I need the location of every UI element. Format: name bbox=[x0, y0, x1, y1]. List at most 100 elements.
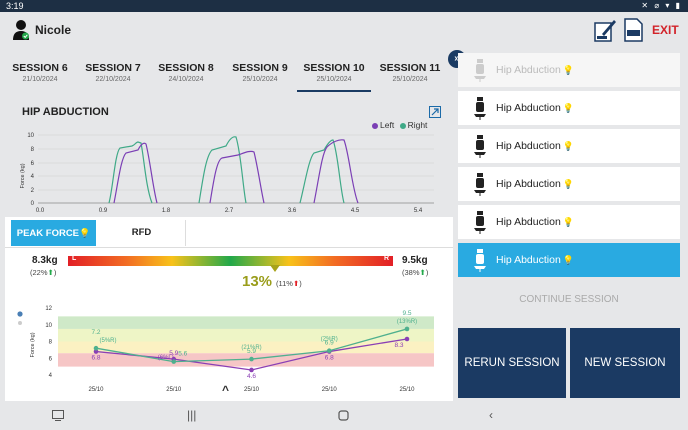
right-value-label: 9.5 bbox=[402, 310, 411, 317]
x-tick: 0.0 bbox=[36, 208, 45, 214]
lightbulb-icon: 💡 bbox=[562, 255, 575, 265]
trend-x-tick: 25/10 bbox=[322, 387, 338, 393]
exit-button[interactable]: EXIT bbox=[652, 23, 679, 37]
tab-session-7[interactable]: SESSION 7 22/10/2024 bbox=[76, 62, 150, 83]
left-change: (22%⬆) bbox=[30, 268, 57, 277]
session-tab-name: SESSION 11 bbox=[379, 62, 441, 74]
status-time: 3:19 bbox=[6, 1, 24, 11]
session-tab-date: 25/10/2024 bbox=[316, 76, 352, 83]
asymmetry-value: 13% bbox=[242, 273, 273, 290]
lightbulb-icon: 💡 bbox=[562, 217, 575, 227]
force-trace-right bbox=[108, 136, 345, 204]
series-toggle-dot[interactable] bbox=[17, 311, 23, 317]
screenshot-icon[interactable] bbox=[52, 410, 64, 421]
exercise-item-active[interactable]: Hip Abduction 💡 bbox=[458, 243, 680, 277]
exercise-label-text: Hip Abduction bbox=[496, 140, 561, 152]
x-tick: 2.7 bbox=[225, 208, 234, 214]
new-session-button[interactable]: NEW SESSION bbox=[570, 328, 680, 398]
asymmetry-annotation: (5%R) bbox=[99, 338, 116, 344]
exercise-item[interactable]: Hip Abduction 💡 bbox=[458, 205, 680, 239]
exercise-label: Hip Abduction 💡 bbox=[496, 102, 574, 114]
legend-left-label: Left bbox=[380, 120, 395, 130]
back-icon[interactable]: ‹ bbox=[489, 408, 493, 422]
tab-rfd[interactable]: RFD bbox=[98, 220, 186, 246]
tab-peak-force-label: PEAK FORCE bbox=[16, 228, 80, 239]
pdf-icon[interactable] bbox=[621, 17, 645, 43]
lightbulb-icon: 💡 bbox=[562, 141, 575, 151]
lightbulb-icon: 💡 bbox=[562, 179, 575, 189]
exercise-label-text: Hip Abduction bbox=[496, 64, 561, 76]
session-tab-date: 21/10/2024 bbox=[22, 76, 58, 83]
asymmetry-annotation: (13%R) bbox=[397, 319, 417, 325]
zone-band bbox=[58, 328, 434, 342]
metrics-panel: PEAK FORCE💡 RFD 8.3kg (22%⬆) L R 13% (11… bbox=[5, 217, 453, 401]
dynamometer-icon bbox=[474, 249, 486, 272]
bar-right-label: R bbox=[383, 255, 389, 262]
dynamometer-icon bbox=[474, 135, 486, 158]
exercise-label-text: Hip Abduction bbox=[496, 102, 561, 114]
force-time-chart: 10 8 6 4 2 0 Force (kg) 0.0 0.9 1.8 2.7 … bbox=[20, 133, 434, 214]
expand-icon[interactable] bbox=[429, 106, 441, 118]
right-value-label: 7.2 bbox=[91, 329, 100, 336]
session-tab-date: 25/10/2024 bbox=[392, 76, 428, 83]
asymmetry-change-text: (11% bbox=[276, 279, 293, 288]
recent-apps-icon[interactable]: ||| bbox=[187, 408, 197, 422]
left-change-text: (22% bbox=[30, 268, 48, 277]
trend-x-tick: 25/10 bbox=[244, 387, 260, 393]
left-value-label: 8.3 bbox=[394, 342, 403, 349]
exercise-item[interactable]: Hip Abduction 💡 bbox=[458, 53, 680, 87]
continue-session-button[interactable]: CONTINUE SESSION bbox=[519, 294, 619, 305]
asymmetry-annotation: (21%R) bbox=[241, 345, 261, 351]
dynamometer-icon bbox=[474, 59, 486, 82]
note-icon[interactable] bbox=[593, 17, 617, 43]
exercise-label: Hip Abduction 💡 bbox=[496, 140, 574, 152]
trend-y-tick: 10 bbox=[45, 323, 52, 329]
tab-session-8[interactable]: SESSION 8 24/10/2024 bbox=[149, 62, 223, 83]
session-tab-date: 25/10/2024 bbox=[242, 76, 278, 83]
right-change-text: (38% bbox=[402, 268, 420, 277]
exercise-label: Hip Abduction 💡 bbox=[496, 216, 574, 228]
left-value-label: 4.6 bbox=[247, 373, 256, 380]
x-tick: 1.8 bbox=[162, 208, 171, 214]
peak-force-trend-chart: 12 10 8 6 4 Force (kg) 25/10 25/10 25/10 25/10 2… bbox=[17, 306, 434, 393]
y-tick: 4 bbox=[31, 174, 35, 180]
left-peak-value: 8.3kg bbox=[32, 255, 58, 266]
home-icon[interactable] bbox=[338, 410, 349, 421]
y-axis-label: Force (kg) bbox=[20, 163, 26, 188]
y-tick: 8 bbox=[31, 147, 35, 153]
legend-right-dot bbox=[399, 122, 406, 129]
force-trace-left bbox=[113, 139, 359, 204]
right-value-label: 5.9 bbox=[247, 348, 256, 355]
trend-x-tick: 25/10 bbox=[166, 387, 182, 393]
left-value-label: 6.8 bbox=[325, 355, 334, 362]
user-avatar-icon bbox=[13, 20, 29, 40]
trend-point bbox=[404, 336, 410, 342]
dynamometer-icon bbox=[474, 97, 486, 120]
trend-y-tick: 12 bbox=[45, 306, 52, 312]
tab-session-10[interactable]: SESSION 10 25/10/2024 bbox=[297, 62, 371, 92]
exercise-item[interactable]: Hip Abduction 💡 bbox=[458, 167, 680, 201]
exercise-item[interactable]: Hip Abduction 💡 bbox=[458, 91, 680, 125]
exercise-label-text: Hip Abduction bbox=[496, 178, 561, 190]
y-tick: 0 bbox=[31, 201, 35, 207]
exercise-label: Hip Abduction 💡 bbox=[496, 64, 574, 76]
tab-peak-force[interactable]: PEAK FORCE💡 bbox=[11, 220, 96, 246]
y-tick: 10 bbox=[27, 133, 34, 139]
x-tick: 5.4 bbox=[414, 208, 423, 214]
tab-session-9[interactable]: SESSION 9 25/10/2024 bbox=[223, 62, 297, 83]
series-toggle-dot[interactable] bbox=[18, 321, 22, 325]
trend-point bbox=[404, 326, 410, 332]
x-tick: 0.9 bbox=[99, 208, 108, 214]
zone-band bbox=[58, 316, 434, 329]
chevron-up-icon[interactable]: ^ bbox=[222, 383, 230, 397]
system-nav-bar: ||| ‹ bbox=[0, 402, 688, 430]
asymmetry-gradient-bar: L R bbox=[68, 255, 393, 266]
asymmetry-change: (11%⬆) bbox=[276, 279, 302, 288]
tab-session-11[interactable]: SESSION 11 25/10/2024 bbox=[373, 62, 447, 83]
rerun-session-button[interactable]: RERUN SESSION bbox=[458, 328, 566, 398]
exercise-item[interactable]: Hip Abduction 💡 bbox=[458, 129, 680, 163]
session-tabs: SESSION 6 21/10/2024 SESSION 7 22/10/202… bbox=[0, 52, 455, 94]
session-tab-name: SESSION 8 bbox=[158, 62, 214, 74]
tab-session-6[interactable]: SESSION 6 21/10/2024 bbox=[3, 62, 77, 83]
system-status-icons: ✕ ⌀ ▾ ▮ bbox=[641, 1, 682, 10]
